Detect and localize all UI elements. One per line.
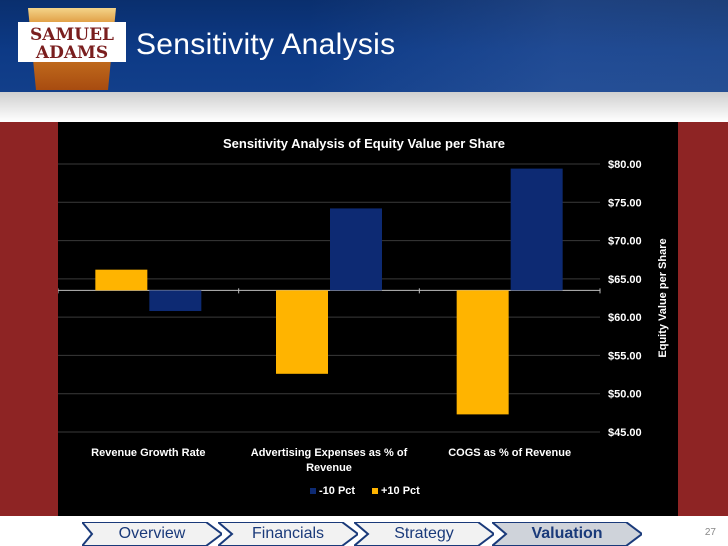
- y-tick-label: $45.00: [608, 427, 642, 439]
- legend-swatch: [372, 488, 378, 494]
- footer-nav: Overview Financials Strategy Valuation 2…: [0, 516, 728, 546]
- logo-line1: SAMUEL: [30, 25, 114, 45]
- legend-label: -10 Pct: [319, 485, 355, 497]
- x-category-label: Advertising Expenses as % of: [251, 447, 408, 459]
- nav-tab-label: Valuation: [531, 525, 603, 542]
- y-tick-label: $80.00: [608, 159, 642, 171]
- nav-tab-overview[interactable]: Overview: [82, 522, 222, 546]
- nav-tab-label: Financials: [251, 525, 325, 542]
- nav-tab-label: Strategy: [394, 525, 454, 542]
- header-shine: [308, 0, 728, 92]
- logo-banner: [18, 22, 126, 62]
- x-category-label: Revenue: [306, 462, 352, 474]
- nav-arrow-financials: [218, 522, 358, 546]
- chart-title: Sensitivity Analysis of Equity Value per…: [223, 136, 505, 151]
- bar-plus10: [95, 269, 148, 291]
- y-tick-label: $75.00: [608, 197, 642, 209]
- bar-minus10: [330, 208, 382, 291]
- slide-header: SAMUEL ADAMS Sensitivity Analysis: [0, 0, 728, 92]
- bar-minus10: [149, 290, 202, 312]
- y-tick-label: $50.00: [608, 389, 642, 401]
- chart-container: Sensitivity Analysis of Equity Value per…: [58, 122, 678, 516]
- legend-label: +10 Pct: [381, 485, 420, 497]
- header-rule: [0, 92, 728, 122]
- bar-minus10: [510, 168, 563, 291]
- y-tick-label: $60.00: [608, 312, 642, 324]
- x-category-label: COGS as % of Revenue: [448, 447, 571, 459]
- nav-tab-label: Overview: [118, 525, 186, 542]
- x-category-label: Revenue Growth Rate: [91, 447, 205, 459]
- y-tick-label: $70.00: [608, 236, 642, 248]
- logo-line2: ADAMS: [35, 43, 108, 63]
- right-sidebar-band: [678, 122, 728, 516]
- page-title: Sensitivity Analysis: [136, 28, 396, 61]
- legend-swatch: [310, 488, 316, 494]
- y-tick-label: $65.00: [608, 274, 642, 286]
- nav-arrow-strategy: [354, 522, 494, 546]
- sensitivity-chart: Sensitivity Analysis of Equity Value per…: [58, 136, 669, 497]
- bar-plus10: [276, 290, 328, 374]
- nav-tab-strategy[interactable]: Strategy: [354, 522, 494, 546]
- bar-plus10: [456, 290, 509, 415]
- y-axis-label: Equity Value per Share: [657, 238, 669, 357]
- nav-arrow-valuation: [492, 522, 642, 546]
- nav-tab-financials[interactable]: Financials: [218, 522, 358, 546]
- nav-tab-valuation[interactable]: Valuation: [492, 522, 642, 546]
- nav-arrow-overview: [82, 522, 222, 546]
- page-number: 27: [704, 527, 716, 538]
- left-sidebar-band: [0, 122, 58, 516]
- samuel-adams-logo: SAMUEL ADAMS: [18, 8, 126, 90]
- y-tick-label: $55.00: [608, 350, 642, 362]
